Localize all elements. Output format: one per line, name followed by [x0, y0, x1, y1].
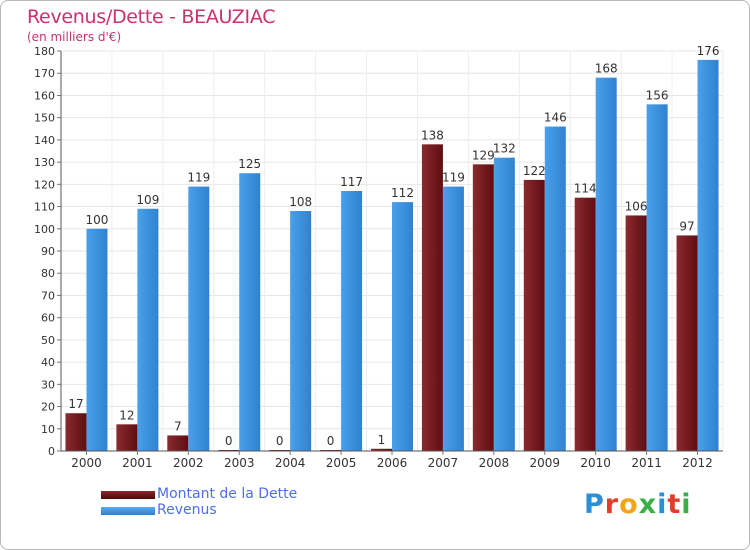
logo-letter: r — [604, 489, 620, 520]
data-label-revenus: 119 — [442, 171, 465, 185]
data-label-dette: 106 — [625, 199, 648, 213]
data-label-revenus: 119 — [187, 171, 210, 185]
logo-letter: i — [681, 489, 692, 520]
data-label-dette: 0 — [327, 434, 335, 448]
bar-dette — [116, 424, 138, 451]
bar-revenus — [341, 191, 363, 451]
bar-revenus — [544, 126, 566, 452]
y-tick-label: 50 — [41, 334, 55, 347]
data-label-dette: 12 — [119, 408, 134, 422]
logo-letter: t — [667, 489, 682, 520]
y-tick-label: 70 — [41, 289, 55, 302]
x-tick-label: 2008 — [479, 456, 510, 470]
bar-revenus — [188, 186, 210, 452]
data-label-revenus: 108 — [289, 195, 312, 209]
logo-letter: i — [657, 489, 668, 520]
bar-revenus — [290, 211, 312, 451]
data-label-dette: 1 — [378, 433, 386, 447]
x-tick-label: 2012 — [682, 456, 713, 470]
bar-dette — [625, 215, 647, 451]
data-label-dette: 122 — [523, 164, 546, 178]
y-tick-label: 140 — [34, 134, 55, 147]
x-tick-label: 2011 — [631, 456, 662, 470]
data-label-revenus: 117 — [340, 175, 363, 189]
y-tick-label: 20 — [41, 401, 55, 414]
y-tick-label: 110 — [34, 201, 55, 214]
y-tick-label: 160 — [34, 89, 55, 102]
chart-title: Revenus/Dette - BEAUZIAC — [27, 6, 276, 28]
y-tick-label: 170 — [34, 67, 55, 80]
chart-subtitle: (en milliers d'€) — [27, 30, 122, 44]
data-label-revenus: 176 — [697, 44, 720, 58]
bar-revenus — [646, 104, 668, 451]
data-label-revenus: 146 — [544, 111, 567, 125]
data-label-revenus: 156 — [646, 88, 669, 102]
bar-revenus — [442, 186, 464, 452]
logo-letter: o — [619, 489, 639, 520]
y-tick-label: 120 — [34, 178, 55, 191]
x-tick-label: 2000 — [71, 456, 102, 470]
x-tick-label: 2006 — [377, 456, 408, 470]
y-tick-label: 130 — [34, 156, 55, 169]
bar-dette — [421, 144, 443, 452]
bar-dette — [65, 413, 87, 451]
data-label-revenus: 112 — [391, 186, 414, 200]
bar-dette — [371, 448, 392, 451]
y-tick-label: 180 — [34, 45, 55, 58]
logo-letter: x — [638, 489, 658, 520]
data-label-revenus: 100 — [86, 213, 109, 227]
data-label-dette: 17 — [68, 397, 83, 411]
y-tick-label: 10 — [41, 423, 55, 436]
bar-dette — [472, 164, 494, 452]
data-label-revenus: 132 — [493, 142, 516, 156]
data-label-revenus: 109 — [136, 193, 159, 207]
bar-dette — [167, 435, 189, 451]
x-tick-label: 2005 — [326, 456, 357, 470]
bar-revenus — [697, 59, 719, 452]
proxiti-logo: Proxiti — [584, 489, 692, 520]
x-tick-label: 2004 — [275, 456, 306, 470]
bar-revenus — [86, 228, 108, 451]
y-tick-label: 100 — [34, 223, 55, 236]
y-tick-label: 80 — [41, 267, 55, 280]
data-label-dette: 0 — [276, 434, 284, 448]
data-label-dette: 0 — [225, 434, 233, 448]
legend-swatch-revenus — [101, 507, 155, 515]
data-label-dette: 114 — [574, 182, 597, 196]
data-label-dette: 7 — [174, 419, 182, 433]
data-label-dette: 129 — [472, 148, 495, 162]
legend-label-dette: Montant de la Dette — [157, 486, 298, 502]
y-tick-label: 90 — [41, 245, 55, 258]
bar-revenus — [595, 77, 617, 452]
bar-revenus — [493, 157, 515, 451]
bar-revenus — [239, 173, 261, 451]
bar-dette — [574, 197, 596, 451]
data-label-dette: 138 — [421, 128, 444, 142]
y-tick-label: 40 — [41, 356, 55, 369]
data-label-revenus: 125 — [238, 157, 261, 171]
bar-revenus — [392, 202, 413, 451]
x-tick-label: 2007 — [428, 456, 459, 470]
bar-dette — [676, 235, 698, 451]
legend-swatch-dette — [101, 491, 155, 499]
y-tick-label: 30 — [41, 378, 55, 391]
y-tick-label: 0 — [48, 445, 55, 458]
x-tick-label: 2001 — [122, 456, 153, 470]
bar-dette — [523, 179, 545, 451]
y-tick-label: 60 — [41, 312, 55, 325]
y-tick-label: 150 — [34, 112, 55, 125]
x-tick-label: 2003 — [224, 456, 255, 470]
data-label-dette: 97 — [679, 219, 694, 233]
bar-revenus — [137, 208, 159, 451]
x-tick-label: 2010 — [580, 456, 611, 470]
logo-letter: P — [584, 489, 605, 520]
x-tick-label: 2009 — [529, 456, 560, 470]
legend-label-revenus: Revenus — [157, 502, 217, 518]
x-tick-label: 2002 — [173, 456, 204, 470]
data-label-revenus: 168 — [595, 62, 618, 76]
